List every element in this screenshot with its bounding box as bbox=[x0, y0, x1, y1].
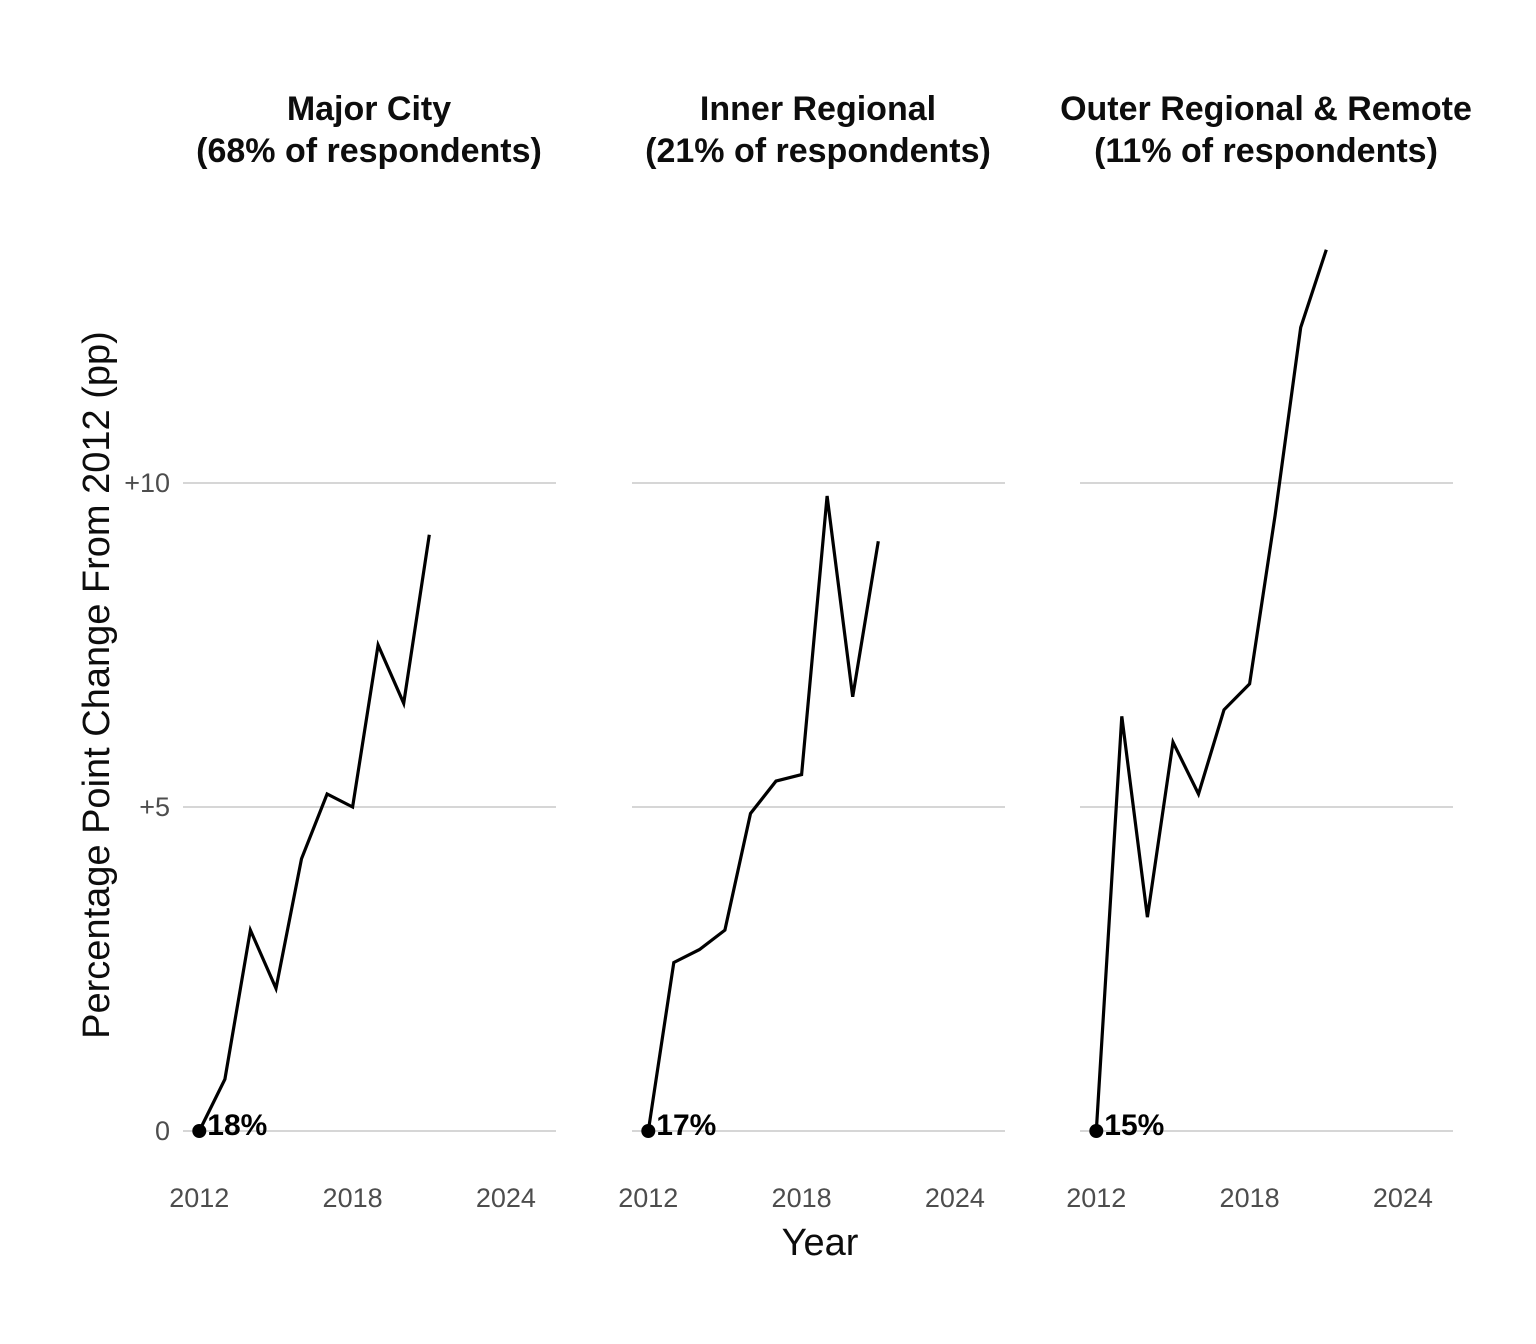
trend-line bbox=[1094, 249, 1328, 1132]
facet-title-line2: (21% of respondents) bbox=[645, 132, 991, 170]
x-tick-label: 2018 bbox=[323, 1183, 383, 1213]
x-tick-label: 2012 bbox=[618, 1183, 678, 1213]
y-tick-label: +10 bbox=[124, 468, 170, 498]
facet-panel: 18% 2012 2018 2024 bbox=[169, 482, 556, 1213]
trend-line bbox=[646, 495, 880, 1132]
facet-title-outer-regional-remote: Outer Regional & Remote (11% of responde… bbox=[1036, 88, 1496, 172]
facet-panel: 17% 2012 2018 2024 bbox=[618, 482, 1005, 1213]
x-tick-label: 2024 bbox=[1373, 1183, 1433, 1213]
y-tick-label: 0 bbox=[155, 1116, 170, 1146]
facet-title-line2: (68% of respondents) bbox=[196, 132, 542, 170]
facet-title-line2: (11% of respondents) bbox=[1094, 132, 1438, 170]
facet-title-line1: Outer Regional & Remote bbox=[1060, 90, 1472, 128]
x-tick-label: 2024 bbox=[476, 1183, 536, 1213]
x-tick-label: 2024 bbox=[925, 1183, 985, 1213]
facet-title-inner-regional: Inner Regional (21% of respondents) bbox=[588, 88, 1048, 172]
start-point-marker bbox=[192, 1124, 207, 1138]
facet-title-line1: Major City bbox=[286, 90, 452, 128]
x-tick-label: 2018 bbox=[1220, 1183, 1280, 1213]
start-point-marker bbox=[641, 1124, 656, 1138]
facet-title-major-city: Major City (68% of respondents) bbox=[139, 88, 599, 172]
x-tick-label: 2012 bbox=[169, 1183, 229, 1213]
y-tick-label: +5 bbox=[139, 792, 170, 822]
start-point-label: 15% bbox=[1104, 1109, 1164, 1142]
facet-panel: 15% 2012 2018 2024 bbox=[1066, 249, 1453, 1213]
start-point-label: 18% bbox=[207, 1109, 267, 1142]
trend-line bbox=[197, 534, 431, 1132]
x-tick-label: 2012 bbox=[1066, 1183, 1126, 1213]
start-point-marker bbox=[1089, 1124, 1104, 1138]
x-tick-label: 2018 bbox=[772, 1183, 832, 1213]
x-axis-title: Year bbox=[781, 1222, 859, 1264]
start-point-label: 17% bbox=[656, 1109, 716, 1142]
facet-title-line1: Inner Regional bbox=[699, 90, 937, 128]
